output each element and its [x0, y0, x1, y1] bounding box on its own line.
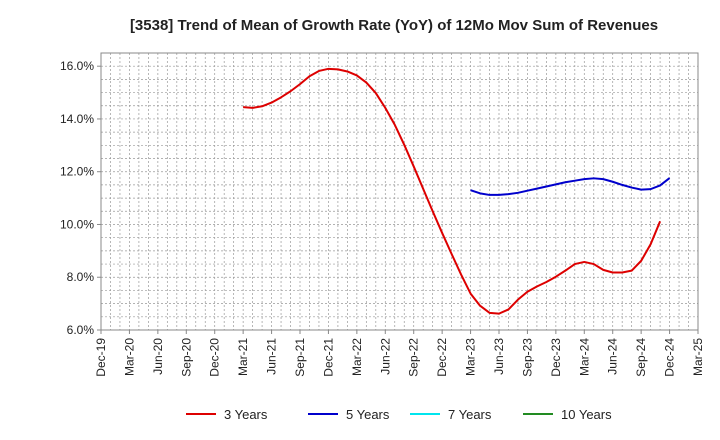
x-tick-label: Dec-19: [94, 338, 108, 377]
y-tick-label: 6.0%: [67, 323, 95, 337]
plot-area: [100, 52, 699, 331]
x-tick-label: Mar-22: [350, 338, 364, 376]
axes: 6.0% 8.0% 10.0% 12.0% 14.0% 16.0% Dec-19 Mar-20…: [60, 59, 705, 377]
x-tick-label: Sep-21: [293, 338, 307, 377]
x-tick-label: Jun-21: [265, 338, 279, 375]
x-tick-label: Sep-24: [634, 338, 648, 377]
legend-label: 3 Years: [224, 407, 268, 422]
x-tick-label: Sep-23: [520, 338, 534, 377]
legend-label: 7 Years: [448, 407, 492, 422]
series-line-3-years: [243, 67, 662, 315]
x-tick-label: Jun-23: [492, 338, 506, 375]
x-tick-label: Sep-22: [407, 338, 421, 377]
x-tick-label: Mar-23: [464, 338, 478, 376]
legend-label: 10 Years: [561, 407, 612, 422]
x-tick-label: Dec-23: [549, 338, 563, 377]
y-tick-label: 10.0%: [60, 217, 94, 231]
y-tick-label: 14.0%: [60, 112, 94, 126]
x-tick-label: Dec-22: [435, 338, 449, 377]
x-tick-label: Jun-20: [151, 338, 165, 375]
y-tick-label: 8.0%: [67, 270, 95, 284]
x-tick-label: Dec-21: [321, 338, 335, 377]
x-tick-label: Jun-22: [378, 338, 392, 375]
legend-label: 5 Years: [346, 407, 390, 422]
x-tick-label: Mar-24: [577, 338, 591, 376]
x-tick-label: Dec-20: [208, 338, 222, 377]
y-tick-label: 12.0%: [60, 165, 94, 179]
x-tick-label: Mar-21: [236, 338, 250, 376]
x-tick-label: Sep-20: [179, 338, 193, 377]
x-tick-label: Mar-20: [122, 338, 136, 376]
x-tick-label: Mar-25: [691, 338, 705, 376]
y-tick-label: 16.0%: [60, 59, 94, 73]
series: [243, 67, 671, 315]
chart-title: [3538] Trend of Mean of Growth Rate (YoY…: [130, 17, 658, 34]
x-tick-label: Dec-24: [663, 338, 677, 377]
legend: 3 Years 5 Years 7 Years 10 Years: [186, 407, 612, 422]
series-line-5-years: [470, 177, 671, 196]
grid: [100, 52, 699, 331]
x-tick-label: Jun-24: [606, 338, 620, 375]
